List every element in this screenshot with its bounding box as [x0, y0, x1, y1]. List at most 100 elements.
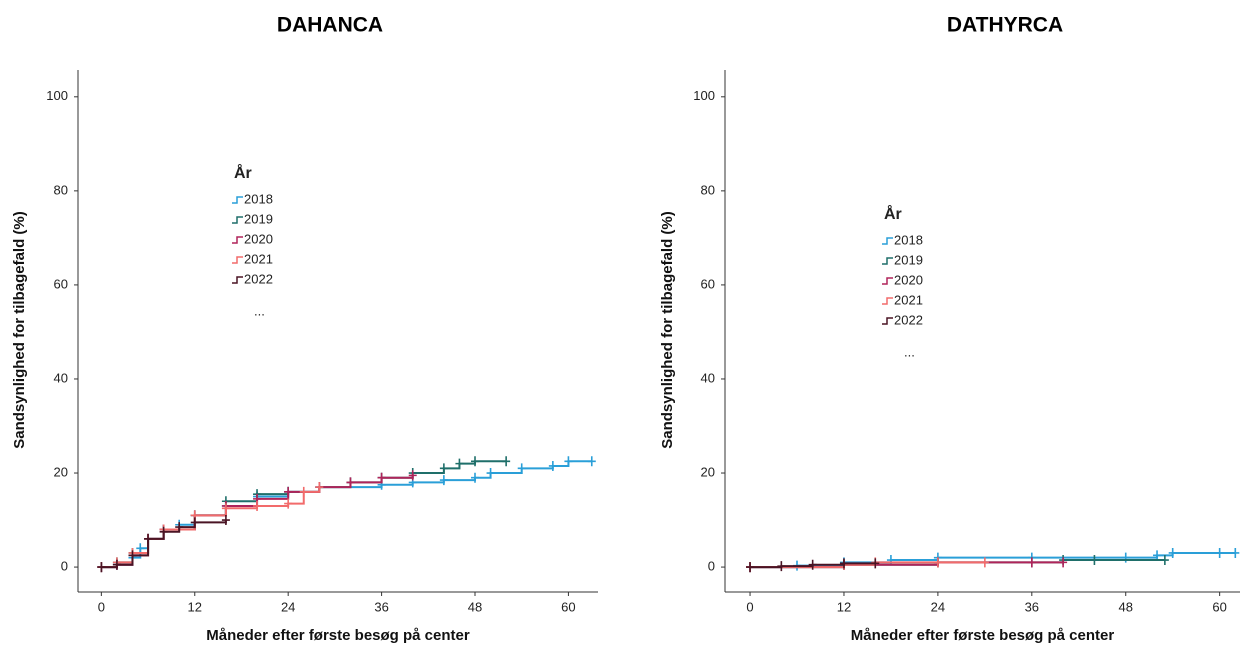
censor-mark [221, 503, 230, 514]
y-tick-label: 40 [701, 370, 715, 385]
censor-mark [486, 468, 495, 479]
censor-mark [471, 456, 480, 467]
legend-label: 2022 [244, 271, 273, 286]
censor-mark [1153, 550, 1162, 561]
y-tick-label: 80 [54, 182, 68, 197]
x-tick-label: 36 [1025, 599, 1039, 614]
censor-mark [97, 562, 106, 573]
censor-mark [1121, 552, 1130, 563]
censor-mark [221, 515, 230, 526]
censor-mark [564, 456, 573, 467]
legend-swatch [882, 277, 893, 285]
censor-mark [112, 559, 121, 570]
censor-mark [377, 472, 386, 483]
legend-swatch [232, 196, 243, 204]
y-axis-label: Sandsynlighed for tilbagefald (%) [11, 211, 28, 449]
legend-swatch [882, 317, 893, 325]
legend-label: 2021 [894, 292, 923, 307]
y-tick-label: 60 [54, 276, 68, 291]
legend-label: 2018 [244, 191, 273, 206]
legend-swatch [882, 257, 893, 265]
legend-label: 2019 [244, 211, 273, 226]
y-tick-label: 100 [693, 88, 715, 103]
x-tick-label: 0 [746, 599, 753, 614]
censor-mark [439, 463, 448, 474]
y-tick-label: 20 [701, 464, 715, 479]
censor-mark [746, 562, 755, 573]
censor-mark [346, 477, 355, 488]
chart-title: DAHANCA [277, 14, 383, 37]
censor-mark [1231, 547, 1240, 558]
censor-mark [1168, 547, 1177, 558]
y-tick-label: 100 [46, 88, 68, 103]
y-tick-label: 40 [54, 370, 68, 385]
censor-mark [253, 500, 262, 511]
legend-swatch [232, 216, 243, 224]
x-axis-label: Måneder efter første besøg på center [206, 627, 470, 644]
censor-mark [587, 456, 596, 467]
censor-mark [455, 458, 464, 469]
x-axis-label: Måneder efter første besøg på center [851, 627, 1115, 644]
y-tick-label: 0 [708, 559, 715, 574]
x-tick-label: 12 [837, 599, 851, 614]
x-tick-label: 24 [931, 599, 945, 614]
x-tick-label: 48 [468, 599, 482, 614]
censor-mark [175, 522, 184, 533]
x-tick-label: 60 [561, 599, 575, 614]
censor-mark [980, 557, 989, 568]
km-curve [101, 460, 507, 569]
censor-mark [933, 557, 942, 568]
x-tick-label: 24 [281, 599, 295, 614]
legend-label: 2021 [244, 251, 273, 266]
x-tick-label: 60 [1212, 599, 1226, 614]
censor-mark [548, 460, 557, 471]
y-tick-label: 20 [54, 464, 68, 479]
legend-swatch [232, 276, 243, 284]
x-tick-label: 48 [1118, 599, 1132, 614]
censor-mark [190, 517, 199, 528]
y-tick-label: 60 [701, 276, 715, 291]
censor-mark [1215, 547, 1224, 558]
censor-mark [315, 482, 324, 493]
legend-label: 2020 [894, 272, 923, 287]
legend-label: 2020 [244, 231, 273, 246]
y-axis-label: Sandsynlighed for tilbagefald (%) [659, 211, 676, 449]
legend-label: 2022 [894, 312, 923, 327]
legend-swatch [232, 256, 243, 264]
legend-title: År [884, 204, 902, 223]
y-tick-label: 0 [61, 559, 68, 574]
censor-mark [808, 559, 817, 570]
censor-mark [144, 533, 153, 544]
censor-mark [439, 475, 448, 486]
censor-mark [136, 543, 145, 554]
legend-swatch [232, 236, 243, 244]
legend-swatch [882, 237, 893, 245]
x-tick-label: 36 [374, 599, 388, 614]
censor-mark [777, 561, 786, 572]
censor-mark [159, 526, 168, 537]
censor-mark [1059, 557, 1068, 568]
censor-mark [284, 498, 293, 509]
censor-mark [284, 486, 293, 497]
censor-mark [1160, 555, 1169, 566]
y-tick-label: 80 [701, 182, 715, 197]
censor-mark [471, 472, 480, 483]
legend-more: ... [254, 303, 265, 318]
censor-mark [1090, 555, 1099, 566]
censor-mark [1027, 557, 1036, 568]
censor-mark [502, 456, 511, 467]
censor-mark [839, 558, 848, 569]
censor-mark [408, 470, 417, 481]
censor-mark [299, 486, 308, 497]
legend-label: 2018 [894, 232, 923, 247]
x-tick-label: 0 [98, 599, 105, 614]
chart-title: DATHYRCA [947, 14, 1063, 37]
km-curve [101, 460, 592, 569]
censor-mark [871, 558, 880, 569]
legend-swatch [882, 297, 893, 305]
censor-mark [886, 555, 895, 566]
x-tick-label: 12 [188, 599, 202, 614]
legend-label: 2019 [894, 252, 923, 267]
